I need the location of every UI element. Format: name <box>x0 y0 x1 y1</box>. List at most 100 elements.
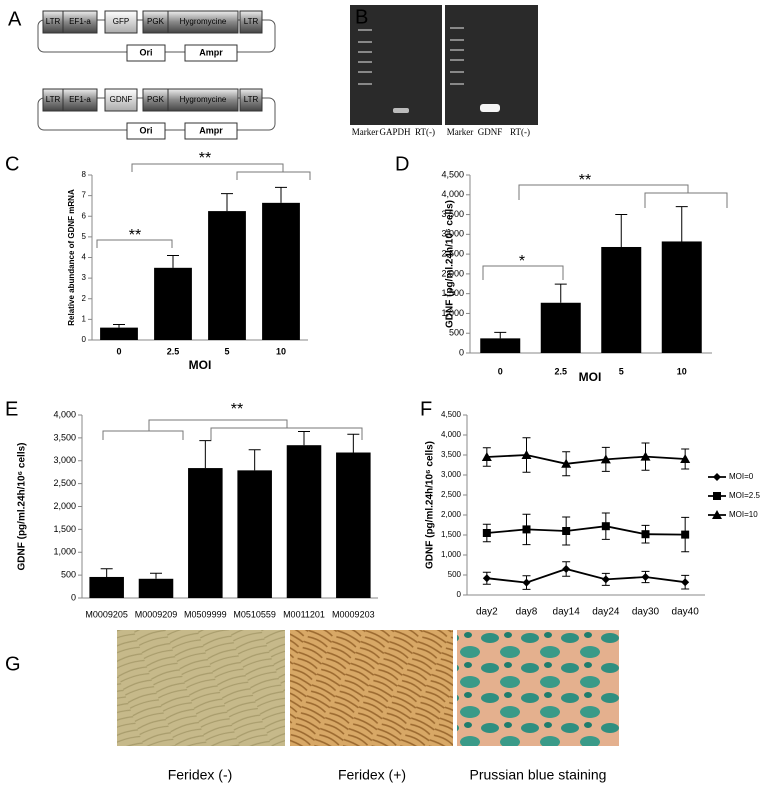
y-tick-label: 4,000 <box>53 409 76 419</box>
significance-bracket <box>644 192 728 208</box>
y-axis-label: GDNF (pg/ml.24h/10⁶ cells) <box>17 443 28 571</box>
y-tick-label: 500 <box>448 570 462 579</box>
photo <box>117 630 285 746</box>
y-tick-label: 3,000 <box>53 455 76 465</box>
point <box>481 452 492 461</box>
x-tick-label: M0509999 <box>184 609 227 619</box>
error-bar <box>113 324 125 328</box>
x-axis-label: MOI <box>579 370 602 384</box>
y-tick-label: 6 <box>82 211 87 220</box>
x-tick-label: 10 <box>677 366 687 376</box>
error-bar <box>494 331 507 339</box>
y-tick-label: 2,500 <box>53 478 76 488</box>
x-tick-label: 2.5 <box>554 366 567 376</box>
y-tick-label: 1,500 <box>441 288 464 298</box>
panel-letter: D <box>395 153 409 175</box>
photo <box>457 630 619 746</box>
point <box>600 454 611 464</box>
point <box>561 458 572 468</box>
legend-label: MOI=10 <box>729 510 758 519</box>
lane-label: Marker <box>447 127 474 137</box>
point <box>680 454 691 463</box>
gel-image <box>350 5 538 125</box>
significance-label: ** <box>579 172 591 189</box>
error-bar <box>100 568 113 577</box>
point <box>601 522 610 531</box>
x-tick-label: day40 <box>672 607 700 618</box>
lane-label: RT(-) <box>415 127 435 137</box>
significance-bracket <box>148 419 288 431</box>
image-caption: Feridex (-) <box>168 767 233 783</box>
point <box>641 573 650 581</box>
y-tick-label: 1,000 <box>441 308 464 318</box>
x-tick-label: 0 <box>116 346 121 356</box>
backbone-label: Ampr <box>199 125 223 135</box>
backbone-label: Ori <box>139 125 152 135</box>
x-tick-label: day14 <box>553 607 581 618</box>
y-tick-label: 4,000 <box>441 189 464 199</box>
bar <box>262 202 300 340</box>
bar <box>601 246 642 353</box>
error-bar <box>675 206 688 242</box>
x-tick-label: 2.5 <box>167 346 180 356</box>
x-tick-label: M0011201 <box>283 609 325 619</box>
point <box>562 565 571 573</box>
x-tick-label: M0009209 <box>135 609 178 619</box>
x-tick-label: 5 <box>619 366 624 376</box>
x-axis-label: MOI <box>189 358 212 372</box>
error-bar <box>167 254 179 268</box>
element-label: LTR <box>46 95 61 104</box>
element-box <box>239 10 263 34</box>
significance-bracket <box>102 430 184 440</box>
backbone-box <box>126 122 166 140</box>
legend-label: MOI=2.5 <box>729 491 760 500</box>
bar <box>208 211 246 340</box>
y-tick-label: 4 <box>82 253 87 262</box>
image-caption: Prussian blue staining <box>470 767 607 783</box>
significance-label: ** <box>199 150 211 167</box>
y-tick-label: 1,000 <box>441 550 462 559</box>
element-box <box>167 88 239 112</box>
y-tick-label: 2,000 <box>53 501 76 511</box>
legend-marker <box>713 473 721 481</box>
element-label: PGK <box>147 17 165 26</box>
panel-letter: E <box>5 398 18 420</box>
lane-label: RT(-) <box>510 127 530 137</box>
element-label: LTR <box>244 95 259 104</box>
significance-bracket <box>96 239 173 248</box>
point <box>681 530 690 539</box>
element-label: EF1-a <box>69 17 91 26</box>
significance-label: ** <box>129 227 141 244</box>
point <box>601 575 610 584</box>
x-tick-label: day8 <box>516 607 538 618</box>
y-tick-label: 3,000 <box>441 470 462 479</box>
series-line <box>486 525 686 536</box>
legend-marker <box>713 492 721 500</box>
element-box <box>104 10 138 34</box>
point <box>522 578 531 587</box>
significance-bracket <box>210 427 363 440</box>
y-tick-label: 3,500 <box>441 450 462 459</box>
y-tick-label: 1,500 <box>53 524 76 534</box>
y-tick-label: 7 <box>82 191 87 200</box>
point <box>482 529 491 537</box>
error-bar <box>347 433 360 453</box>
element-label: LTR <box>244 17 259 26</box>
element-label: Hygromycine <box>180 95 227 104</box>
y-tick-label: 2 <box>82 294 87 303</box>
bar <box>540 302 581 353</box>
panel-letter: A <box>8 8 22 30</box>
panel-letter: G <box>5 653 21 675</box>
y-tick-label: 500 <box>449 328 464 338</box>
element-box <box>239 88 263 112</box>
error-bar <box>199 440 212 469</box>
image-caption: Feridex (+) <box>338 767 406 783</box>
x-tick-label: day30 <box>632 607 660 618</box>
y-tick-label: 1,000 <box>53 547 76 557</box>
y-tick-label: 3,500 <box>441 209 464 219</box>
element-box <box>104 88 138 112</box>
y-tick-label: 0 <box>457 590 462 599</box>
point <box>641 530 650 539</box>
element-label: LTR <box>46 17 61 26</box>
